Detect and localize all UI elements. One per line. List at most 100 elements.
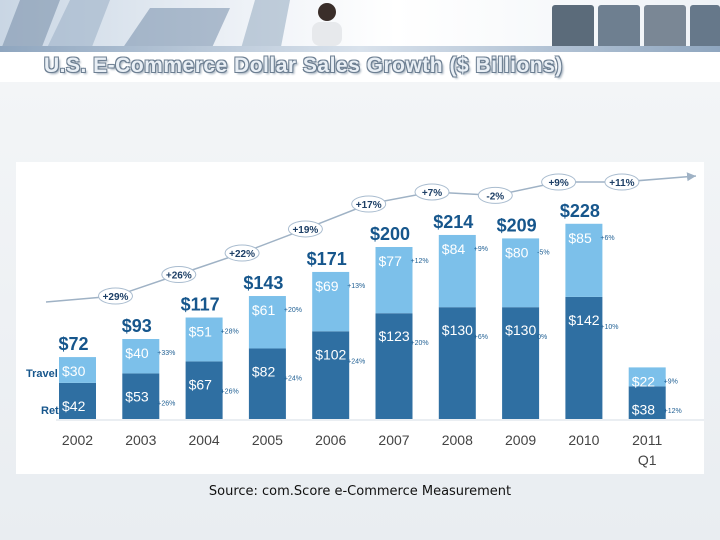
label-retail-2008: $130 — [442, 322, 473, 338]
bar-travel-2010 — [565, 223, 603, 297]
total-label-2010: $228 — [560, 201, 600, 221]
label-travel-2009: $80 — [505, 244, 529, 260]
bar-retail-2004 — [185, 361, 223, 419]
bar-travel-2002 — [59, 357, 96, 383]
bar-retail-2009 — [502, 307, 540, 419]
business-team-photo — [552, 5, 594, 49]
bar-retail-2006 — [312, 331, 350, 419]
total-label-2007: $200 — [370, 224, 410, 244]
growth-retail-2011: +12% — [664, 408, 682, 415]
growth-travel-2007: +12% — [411, 258, 429, 265]
growth-oval-5 — [414, 183, 450, 201]
x-tick-2002: 2002 — [62, 432, 93, 448]
label-retail-2011: $38 — [632, 401, 656, 417]
banner-person-icon — [312, 3, 342, 46]
x-tick-2007: 2007 — [378, 432, 409, 448]
label-travel-2004: $51 — [189, 324, 213, 340]
total-label-2006: $171 — [307, 249, 347, 269]
growth-label-7: +9% — [548, 178, 568, 189]
stacked-bar-chart: RetailTravel$42$30$722002$53$40+26%+33%$… — [26, 172, 704, 468]
label-retail-2007: $123 — [379, 328, 410, 344]
total-label-2005: $143 — [243, 273, 283, 293]
total-label-2002: $72 — [58, 334, 88, 354]
growth-oval-6 — [477, 186, 513, 204]
growth-retail-2006: +24% — [347, 358, 365, 365]
label-travel-2006: $69 — [315, 278, 339, 294]
source-caption: Source: com.Score e-Commerce Measurement — [208, 484, 512, 499]
x-tick-2005: 2005 — [252, 432, 283, 448]
bar-travel-2004 — [185, 317, 223, 362]
growth-travel-2005: +20% — [284, 307, 302, 314]
label-travel-2011: $22 — [632, 373, 656, 389]
label-retail-2005: $82 — [252, 363, 276, 379]
bar-travel-2009 — [502, 238, 540, 308]
total-label-2009: $209 — [497, 215, 537, 235]
bar-retail-2010 — [565, 296, 603, 419]
growth-label-4: +17% — [356, 200, 382, 211]
growth-label-1: +26% — [166, 271, 192, 282]
bar-retail-2008 — [438, 307, 476, 419]
growth-oval-3 — [287, 220, 323, 238]
legend-travel-label: Travel — [26, 368, 58, 380]
x-tick-2003: 2003 — [125, 432, 156, 448]
bar-travel-2011 — [628, 367, 666, 387]
total-label-2004: $117 — [181, 295, 220, 315]
bar-travel-2006 — [312, 271, 350, 332]
growth-travel-2003: +33% — [157, 350, 175, 357]
label-travel-2005: $61 — [252, 302, 276, 318]
x-tick-2004: 2004 — [189, 432, 220, 448]
growth-label-3: +19% — [292, 225, 318, 236]
banner-divider — [0, 46, 720, 52]
growth-retail-2005: +24% — [284, 375, 302, 382]
bar-travel-2008 — [438, 234, 476, 308]
label-travel-2002: $30 — [62, 363, 86, 379]
growth-retail-2007: +20% — [411, 340, 429, 347]
growth-retail-2009: 0% — [537, 334, 547, 341]
growth-travel-2004: +28% — [221, 329, 239, 336]
growth-retail-2008: +6% — [474, 334, 488, 341]
label-travel-2008: $84 — [442, 241, 466, 257]
growth-oval-8 — [604, 173, 640, 191]
total-label-2008: $214 — [433, 212, 473, 232]
bar-retail-2011 — [628, 386, 666, 419]
header-banner — [0, 0, 720, 52]
total-label-2003: $93 — [122, 316, 152, 336]
bar-travel-2007 — [375, 247, 413, 314]
bar-retail-2003 — [122, 373, 160, 419]
x-tick-sub-2011: Q1 — [638, 452, 657, 468]
growth-label-2: +22% — [229, 249, 255, 260]
growth-retail-2010: +10% — [600, 324, 618, 331]
label-travel-2010: $85 — [568, 230, 592, 246]
growth-retail-2003: +26% — [157, 400, 175, 407]
growth-travel-2008: +9% — [474, 246, 488, 253]
label-retail-2002: $42 — [62, 398, 86, 414]
growth-oval-7 — [541, 173, 577, 191]
x-tick-2010: 2010 — [568, 432, 599, 448]
growth-travel-2011: +9% — [664, 378, 678, 385]
label-retail-2004: $67 — [189, 376, 213, 392]
banner-graphic — [0, 0, 342, 52]
presenter-photo — [598, 5, 640, 49]
label-travel-2007: $77 — [379, 253, 403, 269]
x-tick-2008: 2008 — [442, 432, 473, 448]
label-travel-2003: $40 — [125, 345, 149, 361]
growth-oval-2 — [224, 244, 260, 262]
growth-label-6: -2% — [486, 191, 504, 202]
slide-title: U.S. E-Commerce Dollar Sales Growth ($ B… — [44, 54, 563, 77]
x-tick-2009: 2009 — [505, 432, 536, 448]
chart-card: Retail Travel $42 $30 $72 2002 $53 $40 +26% +33% $… — [16, 162, 704, 474]
growth-oval-0 — [98, 287, 133, 305]
bar-travel-2005 — [248, 296, 286, 349]
growth-label-5: +7% — [422, 188, 442, 199]
label-retail-2003: $53 — [125, 388, 149, 404]
growth-label-8: +11% — [609, 178, 634, 189]
growth-oval-4 — [351, 195, 387, 213]
businesswoman-photo — [690, 5, 720, 49]
growth-travel-2010: +6% — [600, 235, 614, 242]
skyscraper-graphic — [0, 0, 290, 52]
growth-retail-2004: +26% — [221, 388, 239, 395]
x-tick-2011: 2011 — [632, 432, 662, 448]
label-retail-2010: $142 — [568, 312, 599, 328]
bar-retail-2007 — [375, 313, 413, 419]
x-tick-2006: 2006 — [315, 432, 346, 448]
